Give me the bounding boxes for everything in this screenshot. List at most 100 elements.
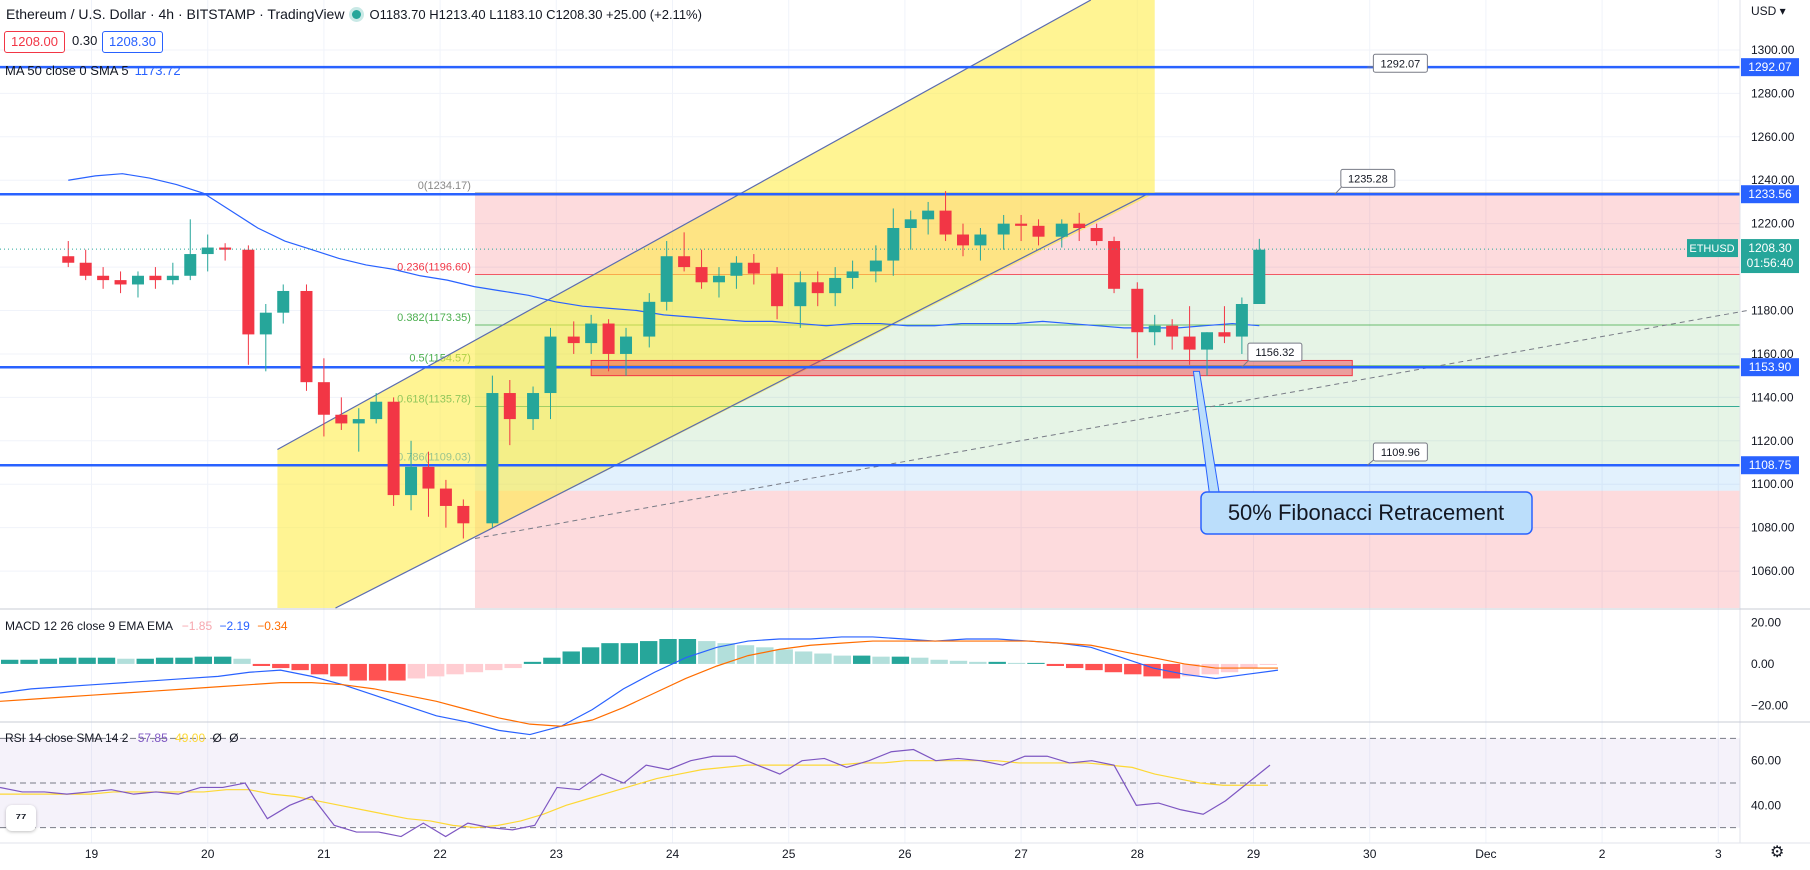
candle-body — [439, 488, 452, 506]
macd-histogram-bar — [717, 643, 735, 664]
macd-histogram-bar — [233, 658, 251, 664]
ma-indicator-label[interactable]: MA 50 close 0 SMA 5 1173.72 — [5, 63, 181, 78]
macd-histogram-bar — [155, 657, 174, 664]
candle-body — [387, 401, 400, 496]
price-tick-label: 1100.00 — [1751, 477, 1794, 491]
ohlc-readout: O1183.70 H1213.40 L1183.10 C1208.30 +25.… — [369, 6, 702, 22]
macd-histogram-bar — [310, 663, 329, 675]
candle-body — [747, 262, 760, 274]
macd-histogram-bar — [698, 641, 716, 664]
macd-histogram-bar — [1201, 663, 1219, 675]
tradingview-logo-icon[interactable]: ⁷⁷ — [6, 805, 36, 831]
candle-body — [567, 336, 580, 344]
candle-body — [585, 323, 598, 344]
macd-histogram-bar — [833, 655, 851, 664]
price-tick-label: 1180.00 — [1751, 304, 1794, 318]
candle-body — [730, 262, 743, 276]
channel-upper-line — [277, 0, 1092, 451]
macd-histogram-bar — [1240, 663, 1258, 669]
macd-histogram-bar — [678, 639, 697, 664]
macd-histogram-bar — [756, 647, 774, 664]
fib-zone — [474, 490, 1741, 608]
macd-histogram-bar — [1182, 663, 1200, 677]
candle-body — [503, 393, 516, 420]
currency-selector[interactable]: USD ▾ — [1751, 4, 1786, 18]
candle-body — [352, 419, 365, 424]
candle-body — [242, 249, 255, 335]
callout-label: 1292.07 — [1380, 58, 1420, 70]
macd-value-line: −2.19 — [219, 619, 250, 633]
candle-body — [277, 290, 290, 313]
bid-price-box[interactable]: 1208.00 — [4, 31, 65, 53]
fib-zone — [474, 464, 1741, 491]
price-tag — [1741, 239, 1799, 274]
macd-histogram-bar — [388, 663, 406, 681]
macd-histogram-bar — [78, 657, 96, 664]
price-tick-label: 1140.00 — [1751, 390, 1794, 404]
gear-icon[interactable]: ⚙ — [1770, 844, 1785, 861]
fib-level-label: 0.382(1173.35) — [397, 312, 471, 324]
macd-histogram-bar — [427, 663, 445, 677]
fib-level-label: 0.236(1196.60) — [397, 261, 471, 273]
candle-body — [678, 256, 691, 268]
macd-histogram-bar — [20, 659, 38, 664]
macd-histogram-bar — [39, 658, 58, 664]
time-axis: 19 20 21 22 23 24 25 26 27 28 29 30 Dec 2 3 — [85, 847, 1722, 861]
annotation-box — [1200, 491, 1533, 535]
callout-label: 1235.28 — [1348, 173, 1388, 185]
level-callouts: 1292.07 1235.28 1156.32 1109.96 — [1241, 53, 1428, 466]
macd-histogram-bar — [640, 641, 658, 664]
countdown-label: 01:56:40 — [1747, 256, 1794, 270]
candle-body — [660, 256, 673, 302]
macd-label[interactable]: MACD 12 26 close 9 EMA EMA −1.85 −2.19 −… — [5, 619, 288, 633]
candle-body — [259, 312, 272, 335]
time-tick-label: Dec — [1475, 847, 1496, 861]
time-tick-label: 24 — [666, 847, 680, 861]
time-tick-label: 3 — [1715, 847, 1722, 861]
macd-value-hist: −1.85 — [181, 619, 213, 633]
macd-histogram-bar — [252, 663, 271, 666]
candle-body — [1055, 223, 1068, 237]
time-tick-label: 26 — [898, 847, 912, 861]
rsi-value: 57.85 — [137, 731, 168, 745]
macd-histogram-bar — [1007, 662, 1026, 664]
macd-histogram-bar — [1027, 662, 1045, 664]
callout-label: 1109.96 — [1381, 447, 1420, 459]
macd-pane: 20.00 0.00 −20.00 — [0, 615, 1788, 736]
macd-histogram-bar — [891, 656, 910, 664]
macd-histogram-bar — [504, 663, 522, 669]
price-tag-label: 1208.30 — [1748, 241, 1792, 255]
macd-histogram-bar — [465, 663, 484, 673]
price-tick-label: 1280.00 — [1751, 86, 1795, 100]
time-tick-label: 2 — [1599, 847, 1606, 861]
price-level-tag — [1741, 456, 1799, 475]
candle-body — [794, 282, 807, 307]
candle-body — [1235, 304, 1248, 337]
macd-histogram-bar — [1259, 663, 1277, 665]
callout-box — [1247, 342, 1303, 362]
symbol-title[interactable]: Ethereum / U.S. Dollar · 4h · BITSTAMP ·… — [6, 6, 345, 22]
macd-histogram-bar — [562, 651, 580, 664]
candle-body — [166, 275, 179, 281]
time-tick-label: 22 — [433, 847, 447, 861]
currency-label: USD — [1751, 4, 1777, 18]
macd-histogram-bar — [117, 658, 135, 664]
candle-body — [131, 275, 144, 285]
candle-body — [1183, 336, 1196, 350]
candle-body — [904, 219, 917, 228]
candle-body — [922, 210, 935, 220]
market-open-icon — [352, 9, 362, 19]
macd-tick-label: 20.00 — [1751, 615, 1781, 629]
symbol-tag-label: ETHUSD — [1689, 243, 1734, 255]
price-tick-label: 1260.00 — [1751, 130, 1795, 144]
rsi-label[interactable]: RSI 14 close SMA 14 2 57.85 49.00 Ø Ø — [5, 731, 239, 745]
macd-histogram-bar — [988, 661, 1006, 664]
symbol-tag — [1687, 239, 1738, 258]
fib-level-label: 0(1234.17) — [418, 180, 471, 192]
channel-lower-line — [335, 192, 1150, 609]
price-level-tag-label: 1233.56 — [1748, 187, 1792, 201]
rsi-ma-value: 49.00 — [175, 731, 206, 745]
ask-price-box[interactable]: 1208.30 — [102, 31, 163, 53]
